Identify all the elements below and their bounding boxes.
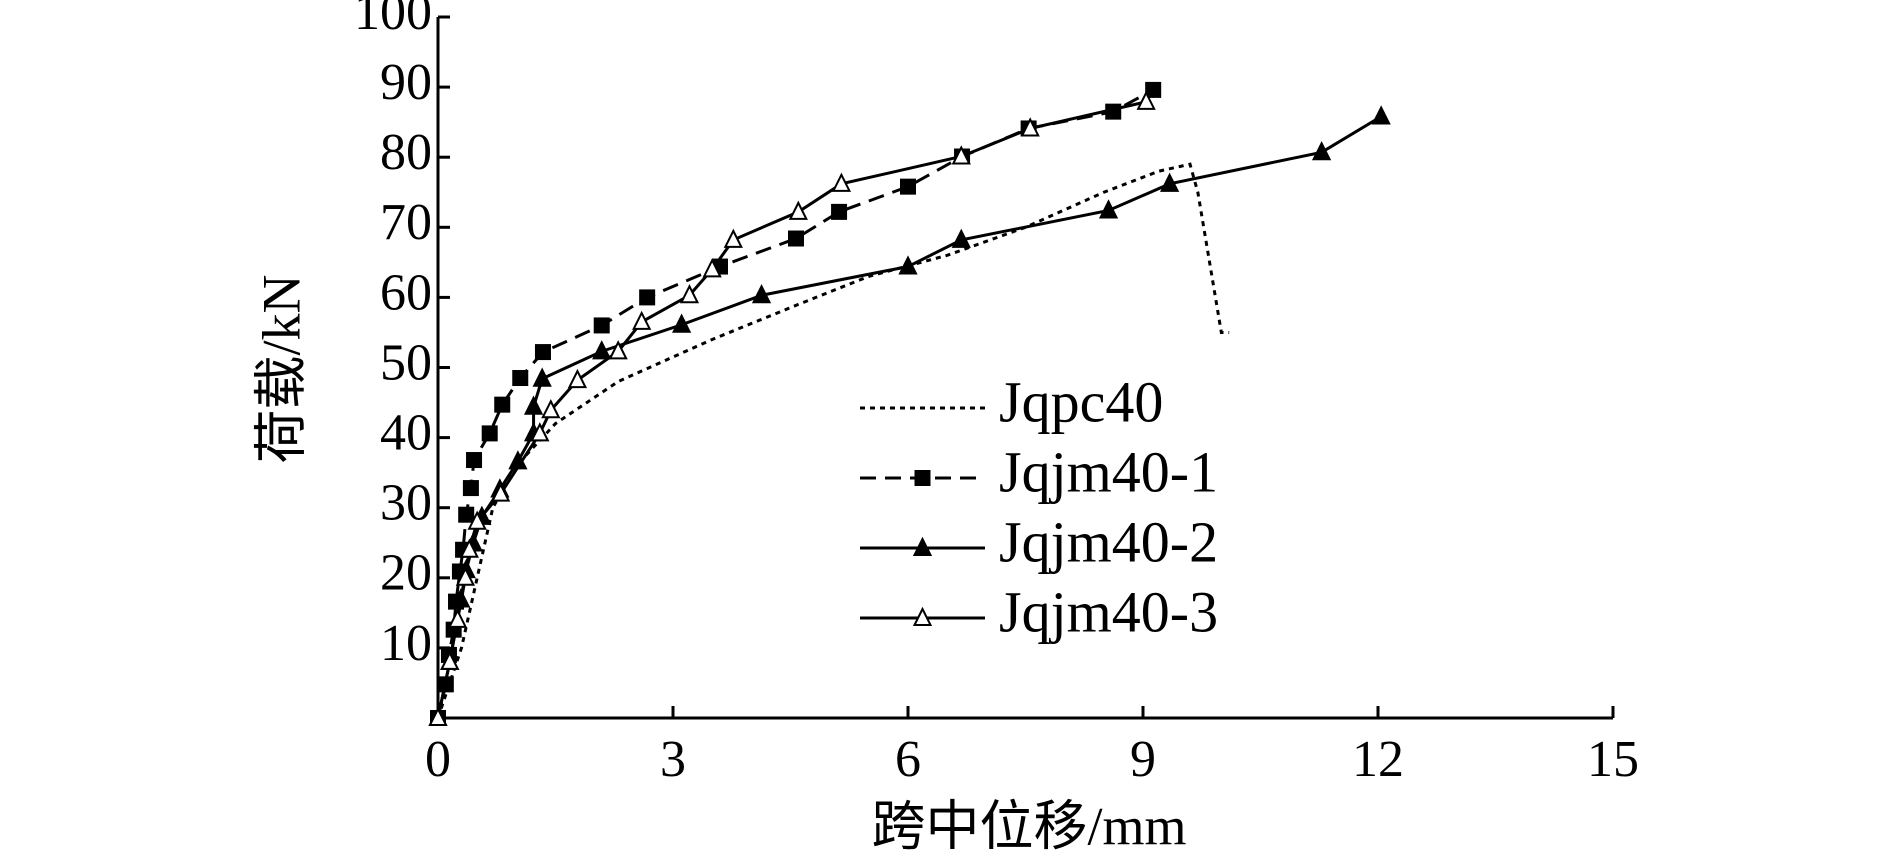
marker [494,396,511,413]
x-axis-label: 跨中位移/mm [871,796,1186,856]
marker [787,230,804,247]
legend-marker [912,606,933,626]
legend-label: Jqpc40 [999,369,1163,434]
y-tick-label: 100 [354,0,432,41]
series-line [436,115,1382,719]
y-tick-label: 80 [380,124,432,181]
marker [831,172,852,192]
marker [512,370,529,387]
marker [951,228,971,248]
y-tick-label: 70 [380,194,432,251]
y-axis-label: 荷载/kN [251,275,311,464]
marker [702,258,722,278]
marker [593,317,610,334]
marker [532,367,552,387]
y-tick-label: 60 [380,264,432,321]
series-line [436,162,1230,719]
marker [679,284,700,304]
marker [639,289,656,306]
marker [440,650,460,670]
x-tick-label: 0 [425,731,451,788]
marker [723,228,743,248]
marker [788,200,808,220]
legend-marker [914,470,931,486]
marker [1160,172,1180,192]
marker [455,566,476,586]
marker [481,425,498,442]
marker [751,284,772,304]
legend-label: Jqjm40-3 [999,579,1218,644]
marker [1145,81,1162,98]
marker [459,538,479,558]
marker [447,608,468,628]
marker [951,145,971,165]
marker [671,313,692,333]
y-tick-label: 90 [380,54,432,111]
marker [1136,90,1156,110]
x-tick-label: 15 [1587,731,1639,788]
y-tick-label: 50 [380,334,432,391]
marker [491,482,511,502]
legend-label: Jqjm40-1 [999,439,1218,504]
marker [1020,117,1040,137]
marker [1098,199,1119,219]
x-tick-label: 6 [895,731,921,788]
marker [898,255,918,275]
x-tick-label: 9 [1130,731,1156,788]
marker [1311,141,1332,161]
y-tick-label: 20 [380,545,432,602]
marker [458,506,475,523]
marker [523,395,544,415]
marker [466,452,483,469]
marker [462,480,479,497]
x-tick-label: 12 [1352,731,1404,788]
legend-label: Jqjm40-2 [999,509,1218,574]
marker [567,368,588,389]
y-tick-label: 30 [380,475,432,532]
marker [608,340,628,360]
x-tick-label: 3 [660,731,686,788]
legend-marker [912,536,933,556]
marker [467,510,487,530]
marker [530,422,550,442]
marker [831,203,848,220]
marker [592,340,612,360]
y-tick-label: 10 [380,615,432,672]
marker [428,706,448,726]
marker [1371,105,1391,125]
marker [632,310,652,330]
y-tick-label: 40 [380,405,432,462]
marker [534,344,551,361]
marker [541,399,561,419]
marker [900,178,916,195]
